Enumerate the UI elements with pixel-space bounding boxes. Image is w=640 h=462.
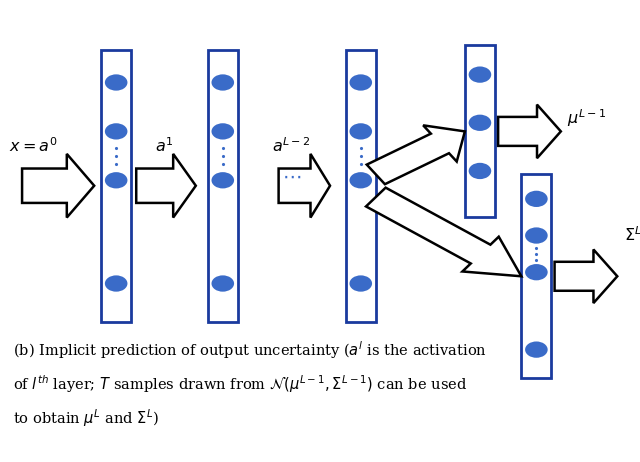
Bar: [208, 50, 238, 322]
Circle shape: [211, 74, 234, 91]
Circle shape: [349, 172, 372, 188]
Circle shape: [525, 264, 548, 280]
Circle shape: [105, 275, 127, 292]
Circle shape: [105, 123, 127, 140]
Text: $a^1$: $a^1$: [156, 138, 173, 156]
Text: to obtain $\mu^L$ and $\Sigma^L$): to obtain $\mu^L$ and $\Sigma^L$): [13, 407, 159, 429]
Bar: [465, 45, 495, 218]
Circle shape: [468, 115, 492, 131]
Circle shape: [349, 275, 372, 292]
Bar: [101, 50, 131, 322]
Circle shape: [211, 275, 234, 292]
Circle shape: [349, 123, 372, 140]
Circle shape: [525, 191, 548, 207]
Text: of $l^{th}$ layer; $T$ samples drawn from $\mathcal{N}(\mu^{L-1}, \Sigma^{L-1})$: of $l^{th}$ layer; $T$ samples drawn fro…: [13, 374, 467, 395]
Text: $\cdots$: $\cdots$: [282, 168, 301, 186]
Text: $x = a^0$: $x = a^0$: [8, 138, 57, 156]
Circle shape: [349, 74, 372, 91]
Polygon shape: [136, 154, 196, 218]
Circle shape: [105, 74, 127, 91]
Polygon shape: [278, 154, 330, 218]
Bar: [522, 175, 552, 378]
Text: (b) Implicit prediction of output uncertainty ($a^l$ is the activation: (b) Implicit prediction of output uncert…: [13, 340, 486, 361]
Text: $a^{L-2}$: $a^{L-2}$: [272, 138, 310, 156]
Circle shape: [468, 67, 492, 83]
Circle shape: [211, 172, 234, 188]
Polygon shape: [555, 249, 618, 303]
Polygon shape: [22, 154, 94, 218]
Circle shape: [105, 172, 127, 188]
Circle shape: [525, 227, 548, 243]
Text: $\mu^{L-1}$: $\mu^{L-1}$: [567, 107, 606, 128]
Circle shape: [468, 163, 492, 179]
Polygon shape: [498, 104, 561, 158]
Polygon shape: [366, 188, 522, 276]
Text: $\Sigma^{L-1}$: $\Sigma^{L-1}$: [623, 226, 640, 245]
Circle shape: [211, 123, 234, 140]
Polygon shape: [367, 125, 465, 184]
Bar: [346, 50, 376, 322]
Circle shape: [525, 341, 548, 358]
